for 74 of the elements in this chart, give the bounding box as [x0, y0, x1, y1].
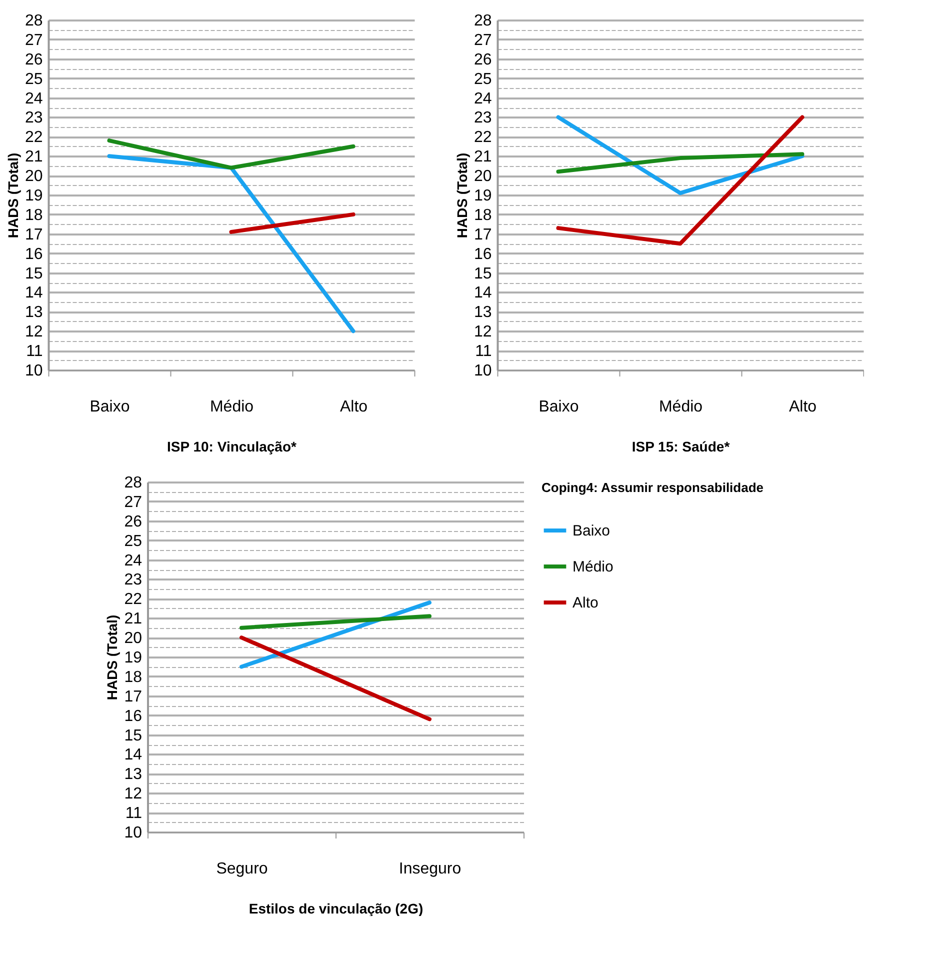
y-tick-label: 25 — [124, 532, 142, 550]
x-tick-label: Baixo — [538, 398, 579, 416]
y-tick-label: 26 — [124, 513, 142, 530]
x-tick-label: Inseguro — [398, 860, 462, 878]
y-tick-label: 24 — [124, 552, 142, 570]
y-tick-label: 15 — [124, 727, 142, 744]
y-tick-label: 11 — [475, 343, 492, 360]
y-tick-label: 12 — [474, 324, 492, 341]
y-tick-label: 25 — [24, 70, 43, 88]
y-tick-label: 16 — [124, 708, 142, 725]
y-tick-label: 28 — [124, 474, 142, 492]
y-tick-label: 13 — [474, 304, 492, 322]
y-tick-label: 18 — [124, 668, 142, 686]
legend-label: Alto — [572, 594, 598, 612]
y-tick-label: 22 — [474, 129, 492, 146]
y-tick-label: 22 — [24, 129, 43, 146]
x-tick-label: Alto — [340, 398, 368, 416]
y-tick-label: 18 — [474, 206, 492, 224]
y-tick-label: 16 — [24, 246, 43, 263]
y-tick-label: 15 — [24, 265, 43, 282]
y-tick-label: 21 — [24, 148, 43, 166]
y-tick-label: 10 — [124, 824, 142, 842]
y-tick-label: 19 — [474, 188, 492, 204]
x-axis-title: ISP 15: Saúde* — [632, 438, 730, 454]
y-tick-label: 25 — [474, 70, 492, 88]
y-tick-label: 11 — [26, 343, 43, 360]
y-tick-label: 19 — [124, 650, 142, 666]
x-tick-label: Médio — [210, 398, 254, 416]
y-tick-label: 24 — [474, 90, 492, 108]
y-axis-title: HADS (Total) — [454, 152, 470, 238]
y-tick-label: 23 — [24, 110, 43, 127]
y-tick-label: 23 — [124, 572, 142, 589]
y-axis-title: HADS (Total) — [104, 614, 120, 700]
y-tick-label: 15 — [474, 265, 492, 282]
legend-label: Baixo — [572, 522, 610, 540]
legend-title: Coping4: Assumir responsabilidade — [542, 480, 764, 495]
y-tick-label: 26 — [474, 51, 492, 68]
y-tick-label: 24 — [24, 90, 43, 108]
y-tick-label: 17 — [24, 226, 43, 244]
y-tick-label: 27 — [474, 32, 492, 49]
y-tick-label: 27 — [24, 32, 43, 49]
y-tick-label: 19 — [24, 188, 43, 204]
y-tick-label: 23 — [474, 110, 492, 127]
y-tick-label: 28 — [474, 12, 492, 30]
y-tick-label: 27 — [124, 494, 142, 511]
y-tick-label: 11 — [125, 805, 142, 822]
y-tick-label: 21 — [474, 148, 492, 166]
y-tick-label: 17 — [124, 688, 142, 706]
legend-label: Médio — [572, 558, 614, 576]
x-axis-title: ISP 10: Vinculação* — [167, 438, 298, 454]
x-tick-label: Seguro — [216, 860, 268, 878]
y-tick-label: 28 — [24, 12, 43, 30]
y-axis-title: HADS (Total) — [4, 152, 21, 238]
y-tick-label: 10 — [24, 362, 43, 380]
y-tick-label: 13 — [124, 766, 142, 784]
y-tick-label: 20 — [124, 630, 142, 648]
y-tick-label: 12 — [24, 324, 43, 341]
x-tick-label: Alto — [788, 398, 817, 416]
y-tick-label: 18 — [24, 206, 43, 224]
x-tick-label: Médio — [658, 398, 703, 416]
y-tick-label: 14 — [24, 284, 43, 302]
y-tick-label: 22 — [124, 591, 142, 608]
y-tick-label: 12 — [124, 786, 142, 803]
y-tick-label: 14 — [124, 746, 142, 764]
y-tick-label: 17 — [474, 226, 492, 244]
y-tick-label: 14 — [474, 284, 492, 302]
y-tick-label: 16 — [474, 246, 492, 263]
y-tick-label: 26 — [24, 51, 43, 68]
x-tick-label: Baixo — [90, 398, 130, 416]
y-tick-label: 21 — [124, 610, 142, 628]
y-tick-label: 10 — [474, 362, 492, 380]
y-tick-label: 20 — [474, 168, 492, 186]
y-tick-label: 20 — [24, 168, 43, 186]
y-tick-label: 13 — [24, 304, 43, 322]
